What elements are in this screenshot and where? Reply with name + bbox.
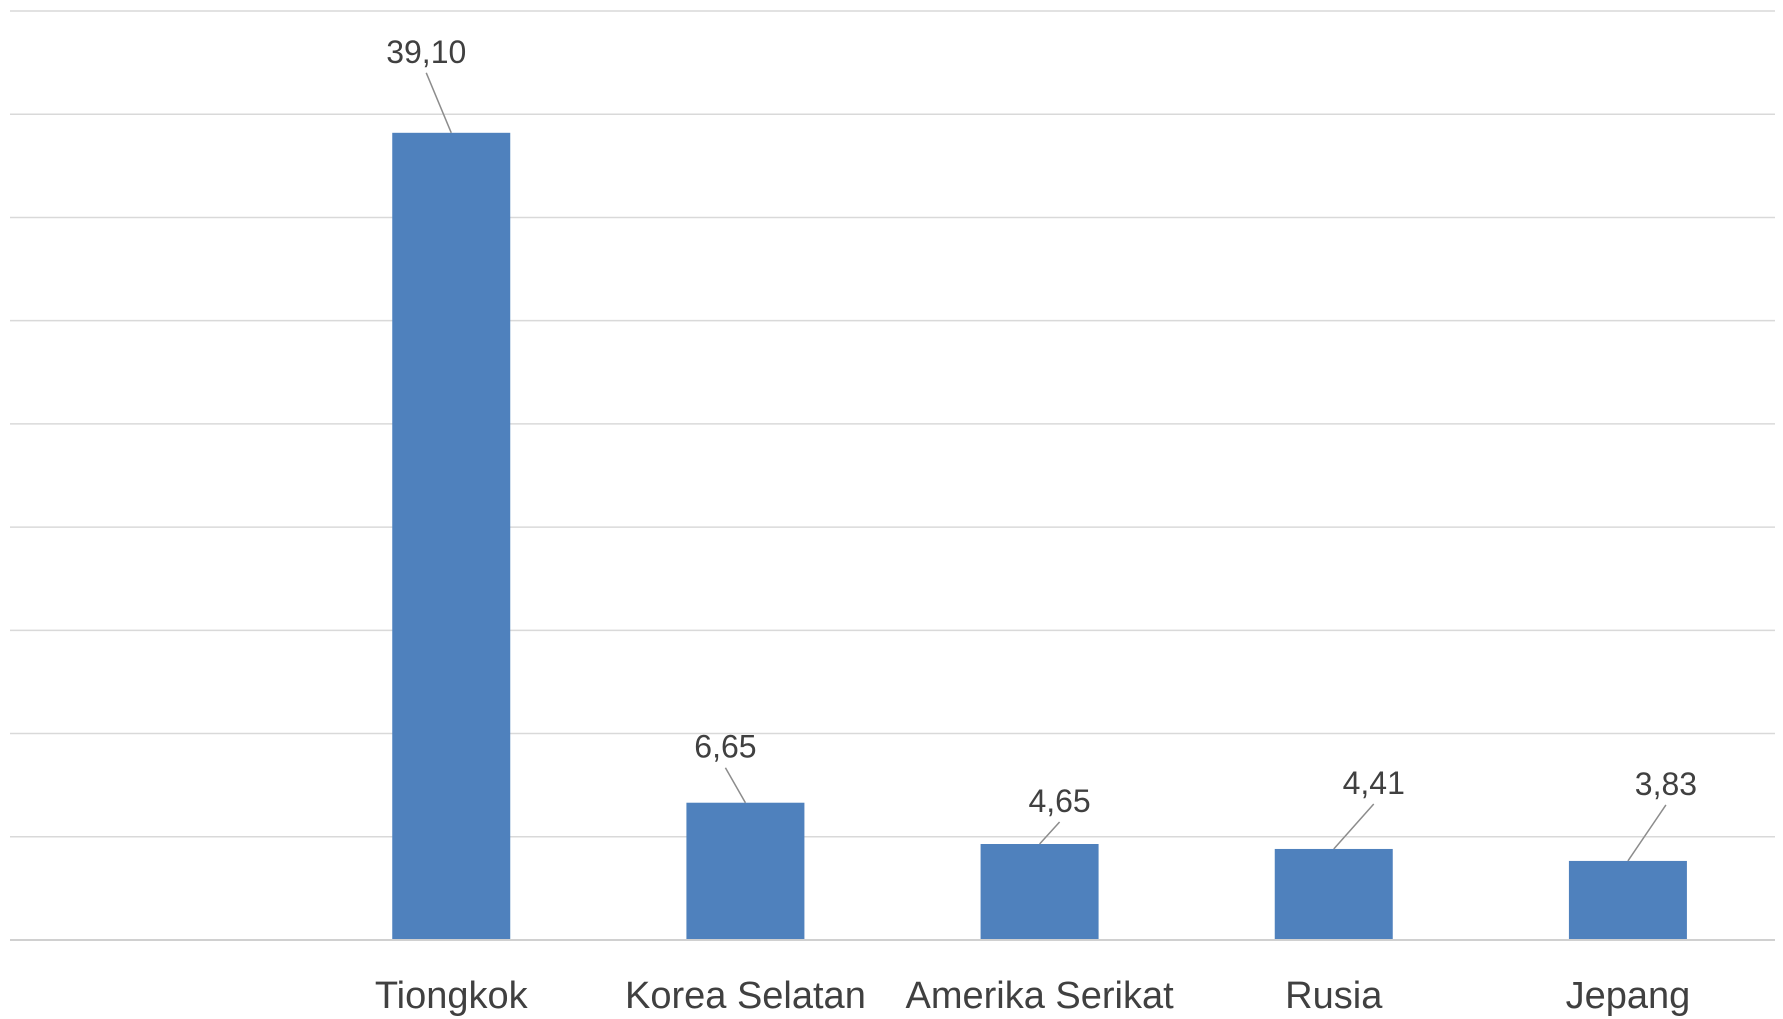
data-label: 3,83 <box>1635 766 1697 802</box>
category-axis-labels: Tiongkok Korea Selatan Amerika Serikat Rusi… <box>375 975 1690 1017</box>
data-label: 39,10 <box>386 34 466 70</box>
category-label: Tiongkok <box>375 975 529 1017</box>
data-label: 4,65 <box>1028 783 1090 819</box>
bar <box>1568 860 1687 940</box>
data-label: 4,41 <box>1343 765 1405 801</box>
bar <box>392 132 511 940</box>
data-label-leader <box>724 767 747 804</box>
data-label-leader <box>1039 821 1061 845</box>
bar <box>980 844 1099 940</box>
gridlines <box>10 10 1775 838</box>
data-label-leader <box>425 72 452 134</box>
bar <box>686 802 805 940</box>
bars <box>392 132 1687 940</box>
category-label: Korea Selatan <box>625 975 866 1017</box>
category-label: Rusia <box>1285 975 1383 1017</box>
data-label: 6,65 <box>694 729 756 765</box>
data-labels: 39,10 6,65 4,65 4,41 3,83 <box>386 34 1697 819</box>
data-label-leader <box>1333 803 1375 850</box>
bar <box>1274 848 1393 940</box>
data-label-leader <box>1627 804 1667 862</box>
category-label: Amerika Serikat <box>905 975 1174 1017</box>
category-label: Jepang <box>1566 975 1691 1017</box>
data-label-leaders <box>425 72 1667 862</box>
